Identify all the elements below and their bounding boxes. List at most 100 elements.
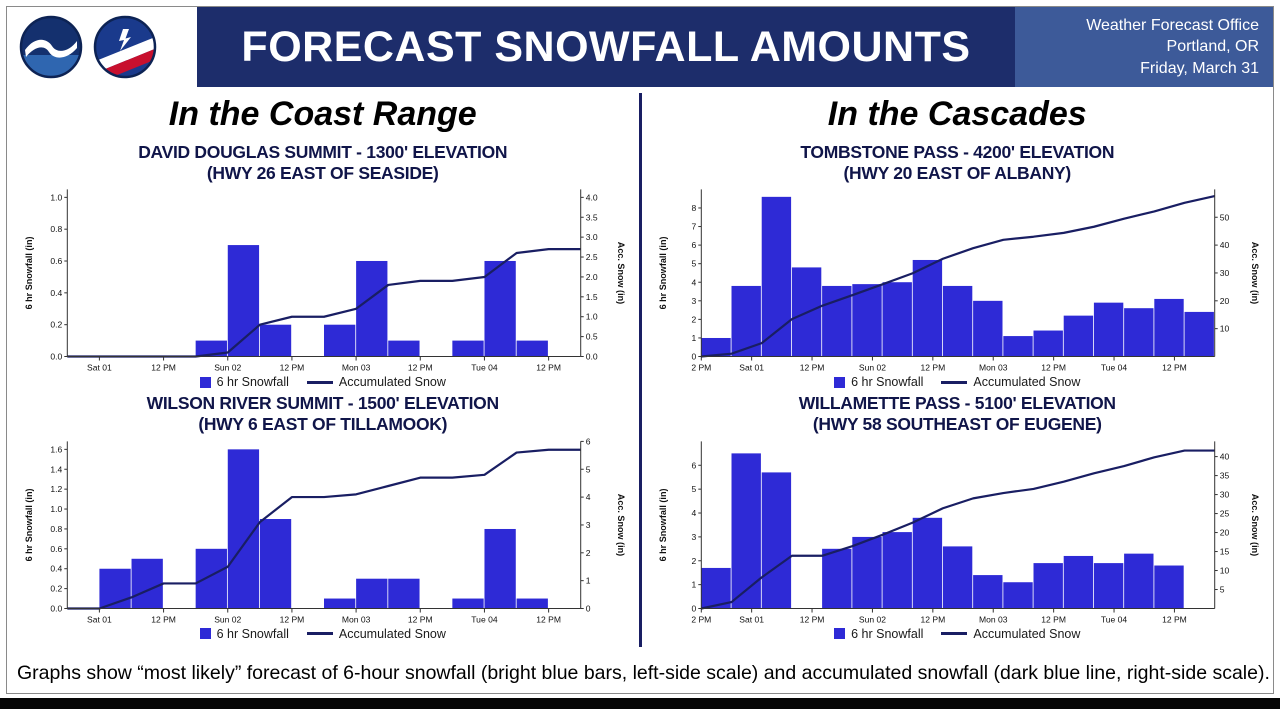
svg-text:8: 8: [692, 203, 697, 213]
coast-range-heading: In the Coast Range: [168, 95, 477, 133]
svg-text:20: 20: [1220, 296, 1230, 306]
svg-text:Tue 04: Tue 04: [471, 363, 498, 373]
chart-title-line2: (HWY 26 EAST OF SEASIDE): [206, 162, 439, 183]
svg-text:Tue 04: Tue 04: [471, 614, 498, 624]
svg-text:4: 4: [692, 278, 697, 288]
svg-text:1.5: 1.5: [585, 292, 597, 302]
svg-text:1: 1: [585, 575, 590, 585]
svg-text:6: 6: [692, 460, 697, 470]
noaa-logo: [19, 15, 83, 79]
charts-area: In the Coast Range DAVID DOUGLAS SUMMIT …: [7, 87, 1273, 653]
svg-text:2 PM: 2 PM: [692, 363, 712, 373]
office-line-1: Weather Forecast Office: [1086, 16, 1259, 34]
legend-line-label: Accumulated Snow: [338, 375, 446, 390]
svg-text:25: 25: [1220, 508, 1230, 518]
svg-text:3: 3: [585, 520, 590, 530]
svg-text:Sun 02: Sun 02: [859, 363, 886, 373]
svg-text:Sun 02: Sun 02: [214, 363, 241, 373]
svg-text:5: 5: [692, 484, 697, 494]
svg-text:5: 5: [585, 464, 590, 474]
svg-text:50: 50: [1220, 213, 1230, 223]
svg-text:1.6: 1.6: [50, 444, 62, 454]
svg-text:0: 0: [692, 352, 697, 362]
svg-text:3: 3: [692, 296, 697, 306]
chart-title-line1: WILLAMETTE PASS - 5100' ELEVATION: [798, 393, 1116, 414]
svg-text:6 hr Snowfall (in): 6 hr Snowfall (in): [658, 488, 668, 561]
svg-text:12 PM: 12 PM: [1162, 614, 1187, 624]
chart-title-line2: (HWY 58 SOUTHEAST OF EUGENE): [812, 413, 1102, 434]
svg-text:1: 1: [692, 579, 697, 589]
svg-text:12 PM: 12 PM: [279, 614, 304, 624]
svg-text:2 PM: 2 PM: [692, 614, 712, 624]
svg-text:4: 4: [585, 492, 590, 502]
line-swatch-icon: [941, 380, 968, 384]
svg-text:2: 2: [585, 547, 590, 557]
svg-text:Tue 04: Tue 04: [1101, 614, 1128, 624]
svg-text:1: 1: [692, 333, 697, 343]
office-info: Weather Forecast Office Portland, OR Fri…: [1015, 7, 1273, 87]
legend-bar-label: 6 hr Snowfall: [851, 626, 924, 641]
svg-text:40: 40: [1220, 240, 1230, 250]
chart-legend: 6 hr Snowfall Accumulated Snow: [834, 627, 1080, 641]
svg-text:Acc. Snow (in): Acc. Snow (in): [1250, 493, 1259, 555]
chart-block-wilson-river-summit: WILSON RIVER SUMMIT - 1500' ELEVATION (H…: [21, 393, 625, 640]
svg-text:4: 4: [692, 508, 697, 518]
svg-text:12 PM: 12 PM: [408, 363, 433, 373]
svg-text:Mon 03: Mon 03: [342, 614, 371, 624]
header: FORECAST SNOWFALL AMOUNTS Weather Foreca…: [7, 7, 1273, 87]
legend-line-label: Accumulated Snow: [973, 375, 1081, 390]
legend-bar-label: 6 hr Snowfall: [216, 626, 289, 641]
svg-text:0.4: 0.4: [50, 288, 62, 298]
svg-text:2.0: 2.0: [585, 272, 597, 282]
snowfall-chart: 0.0 0.2 0.4 0.6 0.8 1.0 0.0 0.5 1.0 1.5 2.0 2.5 3.0 3…: [24, 189, 625, 373]
chart-block-david-douglas-summit: DAVID DOUGLAS SUMMIT - 1300' ELEVATION (…: [21, 142, 625, 389]
svg-text:6: 6: [585, 436, 590, 446]
svg-text:4.0: 4.0: [585, 193, 597, 203]
svg-text:30: 30: [1220, 489, 1230, 499]
chart-legend: 6 hr Snowfall Accumulated Snow: [834, 375, 1080, 389]
column-divider: [638, 93, 642, 647]
svg-text:2: 2: [692, 315, 697, 325]
logo-area: [7, 7, 197, 87]
svg-text:30: 30: [1220, 268, 1230, 278]
svg-text:12 PM: 12 PM: [536, 614, 561, 624]
bottom-bar: [0, 698, 1280, 709]
svg-text:0.0: 0.0: [585, 352, 597, 362]
svg-text:1.0: 1.0: [585, 312, 597, 322]
svg-text:12 PM: 12 PM: [800, 614, 825, 624]
chart-block-willamette-pass: WILLAMETTE PASS - 5100' ELEVATION (HWY 5…: [655, 393, 1259, 640]
legend-line-label: Accumulated Snow: [338, 626, 446, 641]
svg-text:0: 0: [585, 603, 590, 613]
svg-text:1.0: 1.0: [50, 504, 62, 514]
svg-text:1.0: 1.0: [50, 193, 62, 203]
svg-text:6 hr Snowfall (in): 6 hr Snowfall (in): [24, 237, 34, 310]
snowfall-chart: 0.0 0.2 0.4 0.6 0.8 1.0 1.2 1.4 1.6 0 1 2 3 4 5 6 Sat 01…: [24, 436, 625, 624]
svg-text:35: 35: [1220, 470, 1230, 480]
page-title: FORECAST SNOWFALL AMOUNTS: [197, 7, 1015, 87]
svg-text:3: 3: [692, 531, 697, 541]
svg-text:20: 20: [1220, 527, 1230, 537]
svg-text:0.2: 0.2: [50, 583, 62, 593]
svg-text:12 PM: 12 PM: [800, 363, 825, 373]
svg-text:Sun 02: Sun 02: [859, 614, 886, 624]
chart-block-tombstone-pass: TOMBSTONE PASS - 4200' ELEVATION (HWY 20…: [655, 142, 1259, 389]
svg-text:0.8: 0.8: [50, 224, 62, 234]
svg-text:6: 6: [692, 240, 697, 250]
svg-text:2.5: 2.5: [585, 252, 597, 262]
snowfall-chart: 0 1 2 3 4 5 6 7 8 10 20 30 40 50 2 PM Sat 01 12 PM Sun 02…: [658, 189, 1259, 373]
bar-swatch-icon: [834, 628, 846, 640]
bar-swatch-icon: [199, 376, 211, 388]
svg-text:5: 5: [1220, 584, 1225, 594]
svg-text:12 PM: 12 PM: [921, 614, 946, 624]
chart-title-line2: (HWY 20 EAST OF ALBANY): [843, 162, 1072, 183]
office-line-2: Portland, OR: [1166, 38, 1259, 56]
svg-text:0.6: 0.6: [50, 256, 62, 266]
cascades-heading: In the Cascades: [827, 95, 1087, 133]
svg-text:Acc. Snow (in): Acc. Snow (in): [616, 242, 625, 304]
svg-text:Mon 03: Mon 03: [979, 614, 1008, 624]
chart-legend: 6 hr Snowfall Accumulated Snow: [199, 375, 446, 390]
chart-title-line1: DAVID DOUGLAS SUMMIT - 1300' ELEVATION: [138, 142, 508, 162]
line-swatch-icon: [941, 632, 968, 636]
chart-title: WILSON RIVER SUMMIT - 1500' ELEVATION (H…: [147, 393, 499, 434]
svg-text:0.8: 0.8: [50, 524, 62, 534]
